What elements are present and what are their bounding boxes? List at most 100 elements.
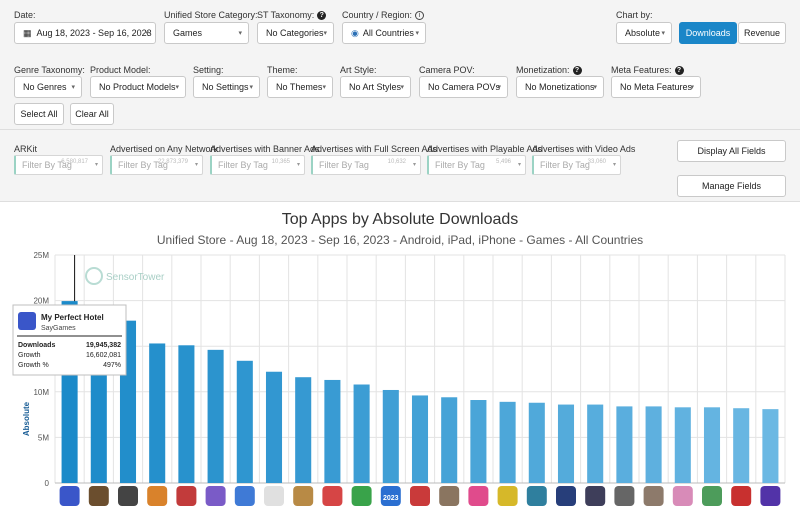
help-icon[interactable]: ?	[317, 11, 327, 21]
tag-placeholder: Filter By Tag	[22, 160, 72, 170]
tag-placeholder: Filter By Tag	[218, 160, 268, 170]
app-icon	[556, 486, 576, 506]
chevron-down-icon: ▾	[249, 84, 253, 91]
tag-count: 10,632	[387, 159, 406, 165]
app-icon	[234, 486, 255, 506]
app-icon	[380, 486, 401, 506]
bar	[382, 389, 399, 483]
bar	[411, 395, 429, 483]
app-icon	[88, 486, 109, 506]
chevron-down-icon: ▾	[296, 162, 300, 168]
help-icon[interactable]: ?	[674, 66, 684, 76]
clear-all-button[interactable]: Clear All	[70, 103, 114, 125]
art-style-select[interactable]: No Art Styles ▾	[340, 76, 411, 98]
country-select[interactable]: ◉ All Countries ▾	[342, 22, 426, 44]
monetization-label: Monetization:?	[516, 65, 582, 76]
meta-features-select[interactable]: No Meta Features ▾	[611, 76, 701, 98]
app-icon	[205, 486, 226, 506]
tag-filter-video-ads[interactable]: Filter By Tag 33,060 ▾	[532, 155, 621, 175]
camera-pov-label: Camera POV:	[419, 65, 475, 75]
revenue-button[interactable]: Revenue	[738, 22, 786, 44]
tag-placeholder: Filter By Tag	[435, 160, 485, 170]
y-tick-label: 5M	[38, 433, 49, 442]
tag-placeholder: Filter By Tag	[319, 160, 369, 170]
bar	[149, 343, 166, 483]
info-icon[interactable]: i	[415, 11, 425, 21]
chevron-down-icon: ▾	[323, 30, 327, 37]
tag-label-banner-ads: Advertises with Banner Ads	[210, 144, 320, 154]
sensortower-logo-icon	[85, 267, 103, 285]
taxonomy-select[interactable]: No Categories ▾	[257, 22, 334, 44]
app-icon	[410, 486, 430, 506]
setting-select[interactable]: No Settings ▾	[193, 76, 260, 98]
help-icon[interactable]: ?	[572, 66, 582, 76]
chartby-label: Chart by:	[616, 10, 653, 20]
chartby-select[interactable]: Absolute ▾	[616, 22, 672, 44]
y-tick-label: 25M	[33, 251, 49, 260]
filter-panel: Date: ▦ Aug 18, 2023 - Sep 16, 2023 ▾ Un…	[0, 0, 800, 130]
chevron-down-icon: ▾	[145, 30, 149, 37]
product-model-select[interactable]: No Product Models ▾	[90, 76, 186, 98]
select-all-button[interactable]: Select All	[14, 103, 64, 125]
tag-label-video-ads: Advertises with Video Ads	[532, 144, 636, 154]
tag-count: 22,873,379	[157, 159, 188, 165]
category-label: Unified Store Category:	[164, 10, 258, 20]
bar	[499, 401, 516, 483]
tag-filter-banner-ads[interactable]: Filter By Tag 10,365 ▾	[210, 155, 305, 175]
tag-count: 33,060	[587, 159, 606, 165]
bar	[470, 400, 487, 483]
app-icon	[731, 486, 752, 506]
display-all-fields-button[interactable]: Display All Fields	[677, 140, 786, 162]
camera-pov-select[interactable]: No Camera POVs ▾	[419, 76, 508, 98]
tooltip-row-value: 497%	[103, 362, 121, 369]
app-icon	[322, 486, 343, 506]
chevron-down-icon: ▾	[238, 30, 242, 37]
tag-count: 5,496	[495, 159, 511, 165]
app-icon	[468, 486, 489, 506]
bar	[236, 360, 253, 483]
tooltip-row-value: 16,602,081	[86, 352, 121, 359]
tag-filter-arkit[interactable]: Filter By Tag 6,580,817 ▾	[14, 155, 103, 175]
y-tick-label: 0	[45, 479, 50, 488]
chevron-down-icon: ▾	[517, 162, 521, 168]
date-range-picker[interactable]: ▦ Aug 18, 2023 - Sep 16, 2023 ▾	[14, 22, 156, 44]
app-icon	[351, 486, 372, 506]
category-select[interactable]: Games ▾	[164, 22, 249, 44]
bar	[674, 407, 691, 483]
app-icon	[18, 312, 36, 330]
genre-label: Genre Taxonomy:	[14, 65, 85, 75]
bar	[703, 407, 721, 483]
downloads-button[interactable]: Downloads	[679, 22, 737, 44]
manage-fields-button[interactable]: Manage Fields	[677, 175, 786, 197]
tag-label-arkit: ARKit	[14, 144, 38, 154]
bar	[353, 384, 370, 483]
monetization-select[interactable]: No Monetizations ▾	[516, 76, 604, 98]
y-axis-label: Absolute	[22, 401, 31, 436]
chevron-down-icon: ▾	[194, 162, 198, 168]
app-icon	[176, 486, 197, 506]
chart-panel: Top Apps by Absolute Downloads Unified S…	[0, 203, 800, 516]
bar-chart: 05M10M15M20M25MAbsoluteSensorTower2023My…	[12, 251, 786, 506]
tag-filter-playable-ads[interactable]: Filter By Tag 5,496 ▾	[427, 155, 526, 175]
camera-pov-value: No Camera POVs	[428, 82, 501, 92]
theme-select[interactable]: No Themes ▾	[267, 76, 333, 98]
bar	[324, 379, 341, 483]
bar	[762, 409, 779, 483]
genre-select[interactable]: No Genres ▾	[14, 76, 82, 98]
y-tick-label: 10M	[33, 388, 49, 397]
chevron-down-icon: ▾	[661, 30, 665, 37]
tag-count: 10,365	[271, 159, 290, 165]
app-icon	[672, 486, 693, 506]
taxonomy-label: ST Taxonomy:?	[257, 10, 327, 21]
setting-label: Setting:	[193, 65, 224, 75]
app-icon	[147, 486, 168, 506]
art-style-value: No Art Styles	[349, 82, 402, 92]
tag-filter-any-network[interactable]: Filter By Tag 22,873,379 ▾	[110, 155, 203, 175]
bar	[441, 397, 458, 483]
tag-filter-fullscreen-ads[interactable]: Filter By Tag 10,632 ▾	[311, 155, 421, 175]
chevron-down-icon: ▾	[71, 84, 75, 91]
bar	[178, 345, 195, 483]
bar	[265, 371, 283, 483]
app-icon	[643, 486, 664, 506]
tooltip-row-label: Growth	[18, 352, 41, 359]
